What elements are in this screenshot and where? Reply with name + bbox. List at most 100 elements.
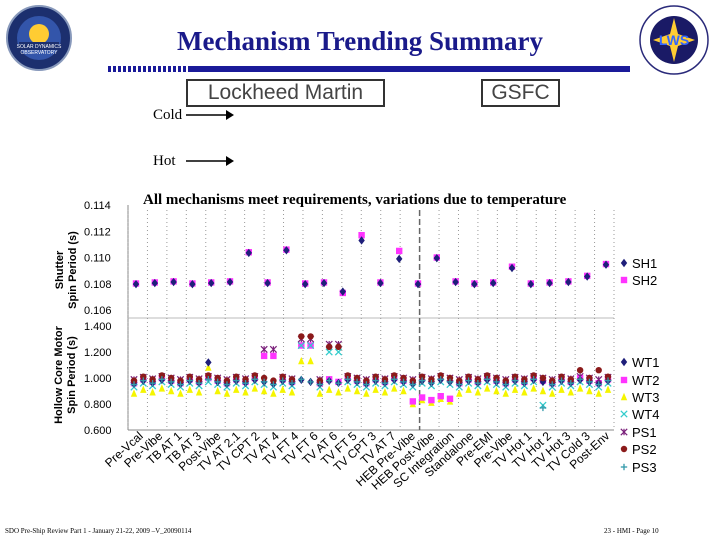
ps1-point [260, 345, 268, 354]
legend-label-wt1: WT1 [632, 355, 659, 370]
ps2-point [567, 376, 575, 383]
sh1-point [527, 279, 534, 289]
page-title: Mechanism Trending Summary [176, 26, 544, 56]
ps3-point [474, 380, 482, 387]
ps3-point [279, 377, 286, 384]
legend-marker-ps3 [620, 463, 628, 471]
ps2-point [493, 374, 500, 382]
ps3-point [177, 381, 184, 388]
ps3-point [251, 376, 259, 383]
ps3-point [521, 380, 528, 387]
ps3-point [158, 376, 166, 383]
ps3-point [344, 376, 351, 383]
ps3-point [140, 377, 147, 384]
y-axis-title-top-line2: Spin Period (s) [67, 231, 79, 309]
sh1-point [320, 278, 328, 288]
ps3-point [325, 377, 333, 384]
ps2-point [372, 373, 379, 380]
y-tick-label-top: 0.112 [84, 226, 111, 238]
ps3-point [511, 377, 519, 384]
wt3-point [325, 385, 333, 393]
wt2-point [428, 396, 435, 404]
ps3-point [418, 377, 426, 384]
ps3-point [353, 378, 361, 386]
legend-marker-wt1 [620, 357, 628, 367]
wt3-point [149, 388, 156, 396]
wt3-point [567, 388, 575, 396]
ps2-point [400, 374, 407, 382]
ps1-point [269, 345, 278, 354]
ps2-point [549, 377, 556, 384]
y-axis-title-top: Shutter [54, 250, 66, 289]
ps2-point [595, 367, 602, 374]
ps2-point [140, 373, 147, 380]
ps2-point [558, 373, 565, 380]
wt3-point [223, 389, 231, 397]
ps3-point [233, 377, 240, 384]
sh1-point [358, 236, 365, 245]
wt3-point [530, 384, 537, 392]
ps3-point [604, 377, 612, 384]
sh1-point [490, 278, 497, 288]
wt3-point [288, 388, 296, 396]
sh1-point [189, 279, 196, 289]
y-tick-label-top: 0.114 [84, 200, 111, 212]
cold-arrow-icon [186, 110, 234, 120]
title-divider-dotted [108, 66, 190, 72]
ps2-point [251, 372, 259, 379]
sh2-point [396, 247, 403, 255]
wt3-point [140, 385, 147, 393]
wt3-point [400, 386, 407, 395]
wt1-point [205, 358, 212, 367]
sh1-point [414, 279, 422, 289]
ps3-point [260, 378, 268, 386]
ps2-point [446, 374, 454, 382]
footer-right: 23 - HMI - Page 10 [604, 527, 659, 535]
ps3-point [446, 378, 454, 386]
wt3-point [353, 386, 361, 395]
sh1-point [433, 253, 440, 263]
ps3-point [270, 381, 277, 388]
legend-marker-ps2 [620, 445, 628, 453]
sh1-point [377, 278, 384, 288]
wt3-point [465, 385, 472, 393]
legend-marker-sh1 [620, 258, 628, 268]
ps3-point [186, 377, 193, 384]
wt3-point [604, 385, 612, 393]
ps3-point [437, 376, 444, 383]
footer-left: SDO Pre-Ship Review Part 1 - January 21-… [5, 527, 192, 535]
ps3-point [223, 381, 231, 388]
legend-marker-wt3 [620, 392, 628, 401]
ps3-point [586, 378, 593, 386]
ps3-point [288, 380, 296, 387]
svg-text:SOLAR DYNAMICS: SOLAR DYNAMICS [17, 44, 62, 50]
ps2-point [502, 377, 509, 384]
legend-label-wt4: WT4 [632, 407, 659, 422]
wt3-point [483, 384, 491, 392]
ps2-point [186, 373, 193, 380]
legend-label-ps1: PS1 [632, 425, 657, 440]
hot-label: Hot [153, 153, 176, 169]
ps3-point [549, 381, 556, 388]
y-tick-label-bottom: 1.000 [84, 373, 112, 385]
wt3-point [511, 385, 519, 393]
ps2-point [391, 372, 398, 379]
wt3-point [279, 385, 286, 393]
ps2-point [260, 374, 268, 382]
legend-label-wt3: WT3 [632, 390, 659, 405]
ps3-point [456, 381, 463, 388]
wt3-point [381, 388, 389, 396]
ps3-point [576, 376, 584, 383]
wt3-point [307, 356, 314, 365]
ps2-point [325, 343, 333, 350]
ps3-point [381, 380, 389, 387]
wt3-point [372, 385, 379, 393]
ps3-point [530, 376, 537, 383]
wt3-point [493, 386, 500, 395]
wt3-point [521, 388, 528, 396]
wt3-point [177, 389, 184, 397]
legend-label-wt2: WT2 [632, 373, 659, 388]
ps3-point [483, 376, 491, 383]
sh1-point [245, 248, 252, 258]
gsfc-label: GSFC [481, 79, 560, 107]
